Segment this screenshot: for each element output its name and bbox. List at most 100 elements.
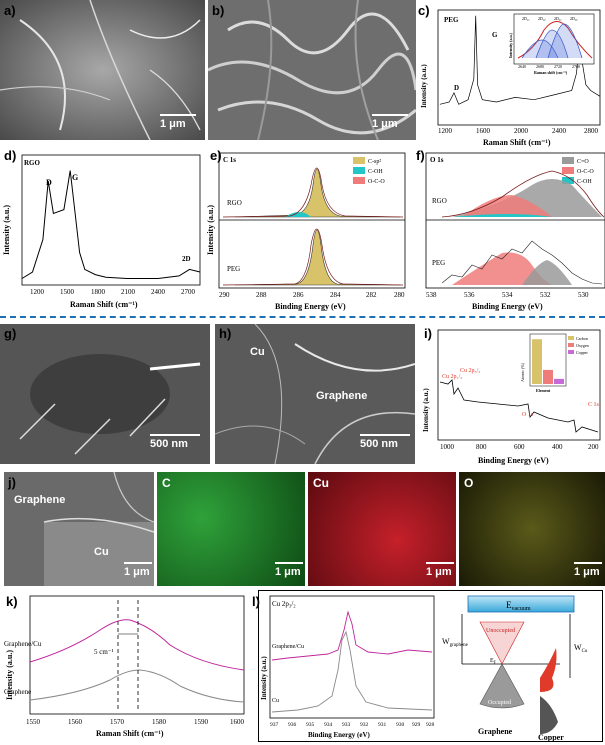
panel-label-c: c)	[418, 3, 430, 18]
legend-i-copper-swatch	[568, 350, 574, 354]
chart-e: C 1s Intensity (a.u.) C-sp² C-OH O-C-O R…	[206, 152, 406, 311]
scale-bar-g: 500 nm	[150, 434, 200, 450]
chart-d-peak-d: D	[46, 178, 52, 187]
chart-e-label-rgo: RGO	[227, 199, 242, 207]
panel-label-l: l)	[252, 594, 260, 609]
chart-c: PEG Intensity (a.u.) D G 2D 1200 1600 20…	[420, 9, 601, 147]
chart-k-tick-1: 1550	[26, 718, 41, 726]
chart-l-ylabel: Intensity (a.u.)	[260, 656, 268, 700]
legend-e-sp2-swatch	[353, 157, 365, 164]
chart-k: Intensity (a.u.) 5 cm⁻¹ Graphene/Cu Grap…	[4, 595, 245, 738]
legend-e-oco: O-C-O	[368, 179, 385, 185]
scale-bar-j3: 1 μm	[426, 562, 454, 578]
chart-e-tick-2: 288	[256, 291, 267, 299]
occupied-label: Occupied	[488, 700, 511, 706]
chart-d-tick-3: 1800	[91, 288, 106, 296]
scale-bar-b: 1 μm	[372, 114, 408, 130]
chart-c-tick-1200: 1200	[438, 127, 453, 135]
chart-i-bar-oxygen	[543, 369, 553, 384]
chart-e-tick-5: 282	[366, 291, 377, 299]
chart-f-label-rgo: RGO	[432, 197, 447, 205]
chart-f: O 1s C=O O-C-O C-OH RGO PEG 538 536 534 …	[425, 152, 605, 311]
scale-bar-a: 1 μm	[160, 114, 196, 130]
chart-k-tick-3: 1570	[110, 718, 125, 726]
inset-c-label-2: 2D₁ᵦ	[538, 16, 546, 21]
chart-c-tick-2400: 2400	[552, 127, 567, 135]
panel-label-j: j)	[8, 475, 16, 490]
scale-bar-a-text: 1 μm	[160, 118, 186, 130]
chart-i-tick-4: 400	[552, 443, 563, 451]
panel-label-e: e)	[210, 148, 222, 163]
chart-d-title: RGO	[24, 159, 41, 167]
panel-label-a: a)	[4, 3, 16, 18]
panel-label-k: k)	[6, 594, 18, 609]
chart-d-tick-1: 1200	[30, 288, 45, 296]
inset-c-label-3: 2D₂ₐ	[554, 16, 562, 21]
chart-c-tick-2000: 2000	[514, 127, 529, 135]
scale-bar-j2: 1 μm	[275, 562, 303, 578]
chart-i-peak-cu2p12: Cu 2p₁/₂	[442, 374, 462, 380]
legend-f-oco-swatch	[562, 167, 574, 174]
chart-l-tick-6: 932	[360, 722, 369, 728]
chart-i-inset-ylabel: Atomic (%)	[520, 362, 525, 382]
section-divider	[0, 316, 605, 318]
chart-k-xlabel: Raman Shift (cm⁻¹)	[96, 729, 164, 738]
sem-h-label-cu: Cu	[250, 346, 265, 358]
chart-l-series-cu	[271, 630, 433, 713]
sem-image-g	[0, 324, 210, 464]
legend-e-coh-swatch	[353, 167, 365, 174]
chart-k-tick-2: 1560	[68, 718, 83, 726]
scale-bar-j1: 1 μm	[124, 562, 152, 578]
unoccupied-cone	[479, 621, 525, 665]
panel-label-h: h)	[219, 326, 232, 341]
w-cu-label: WCu	[574, 643, 588, 654]
legend-i-carbon-swatch	[568, 336, 574, 340]
chart-e-tick-3: 286	[293, 291, 304, 299]
chart-d-tick-5: 2400	[151, 288, 166, 296]
chart-l-title: Cu 2p₃/₂	[272, 600, 296, 608]
copper-dos-upper	[540, 648, 557, 692]
eds-map-o-label: O	[464, 476, 474, 490]
chart-l-tick-3: 935	[306, 722, 315, 728]
inset-c-label-4: 2D₂ᵦ	[570, 16, 578, 21]
chart-l-tick-5: 933	[342, 722, 351, 728]
inset-c-tick-4: 2760	[572, 64, 580, 69]
chart-k-tick-5: 1590	[194, 718, 209, 726]
copper-caption: Copper	[538, 733, 564, 742]
chart-d-peak-g: G	[72, 173, 78, 182]
sem-image-a	[0, 0, 205, 140]
graphene-caption: Graphene	[478, 727, 513, 736]
chart-i-tick-2: 800	[476, 443, 487, 451]
chart-d-xlabel: Raman Shift (cm⁻¹)	[70, 300, 138, 309]
scale-bar-j4-text: 1 μm	[574, 566, 600, 578]
eds-map-c	[157, 472, 305, 586]
chart-i-xlabel: Binding Energy (eV)	[478, 456, 549, 465]
chart-e-tick-4: 284	[330, 291, 341, 299]
legend-f-coh-swatch	[562, 177, 574, 184]
chart-i-bar-carbon	[532, 339, 542, 384]
legend-f-co-swatch	[562, 157, 574, 164]
chart-l-tick-2: 936	[288, 722, 297, 728]
scale-bar-j3-text: 1 μm	[426, 566, 452, 578]
panel-label-b: b)	[212, 3, 225, 18]
chart-l-tick-9: 929	[412, 722, 421, 728]
chart-c-peak-g: G	[492, 31, 498, 39]
chart-f-tick-2: 536	[464, 291, 475, 299]
chart-l-tick-7: 931	[378, 722, 387, 728]
chart-i: Intensity (a.u.) Cu 2p₁/₂ Cu 2p₃/₂ O 1s …	[422, 329, 601, 465]
chart-c-xlabel: Raman Shift (cm⁻¹)	[483, 138, 551, 147]
chart-l-tick-4: 934	[324, 722, 333, 728]
chart-c-ylabel: Intensity (a.u.)	[420, 64, 428, 108]
chart-l-tick-10: 928	[426, 722, 435, 728]
inset-c-tick-1: 2640	[518, 64, 526, 69]
inset-c-xlabel: Raman shift (cm⁻¹)	[534, 70, 568, 75]
panel-label-d: d)	[4, 148, 17, 163]
legend-i-carbon: Carbon	[576, 336, 588, 341]
chart-d-tick-2: 1500	[60, 288, 75, 296]
chart-l-xlabel: Binding Energy (eV)	[308, 731, 371, 739]
chart-i-peak-o1s: O 1s	[522, 412, 534, 418]
chart-f-xlabel: Binding Energy (eV)	[472, 302, 543, 311]
chart-d: RGO Intensity (a.u.) D G 2D 1200 1500 18…	[2, 154, 201, 309]
chart-i-inset-xlabel: Element	[536, 388, 551, 393]
unoccupied-label: Unoccupied	[486, 628, 515, 634]
